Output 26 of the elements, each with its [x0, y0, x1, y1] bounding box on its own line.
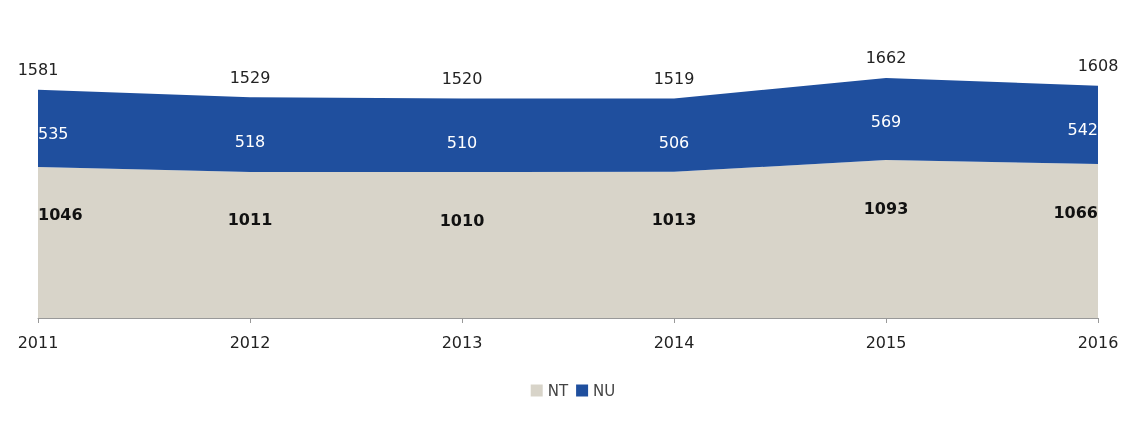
- total-label: 1581: [17, 60, 59, 80]
- legend-label: NT: [547, 381, 569, 400]
- data-label: 1010: [439, 210, 485, 230]
- data-label: 1066: [1053, 202, 1098, 222]
- legend-label: NU: [593, 381, 616, 400]
- x-tick-label: 2012: [229, 332, 271, 352]
- data-label: 542: [1067, 120, 1098, 140]
- data-label: 1093: [863, 198, 909, 218]
- total-label: 1608: [1077, 56, 1119, 76]
- x-tick-label: 2013: [441, 332, 483, 352]
- data-label: 506: [658, 133, 690, 153]
- total-label: 1662: [865, 48, 907, 68]
- x-tick-label: 2014: [653, 332, 695, 352]
- data-label: 535: [38, 124, 69, 144]
- data-label: 518: [234, 131, 266, 151]
- data-label: 1013: [651, 210, 697, 230]
- data-label: 1011: [227, 210, 273, 230]
- x-tick-label: 2016: [1077, 332, 1119, 352]
- data-label: 569: [870, 112, 902, 132]
- data-label: 510: [446, 132, 478, 152]
- total-label: 1520: [441, 68, 483, 88]
- x-tick-label: 2011: [17, 332, 59, 352]
- x-tick-label: 2015: [865, 332, 907, 352]
- data-label: 1046: [38, 205, 83, 225]
- total-label: 1519: [653, 69, 695, 89]
- total-label: 1529: [229, 67, 271, 87]
